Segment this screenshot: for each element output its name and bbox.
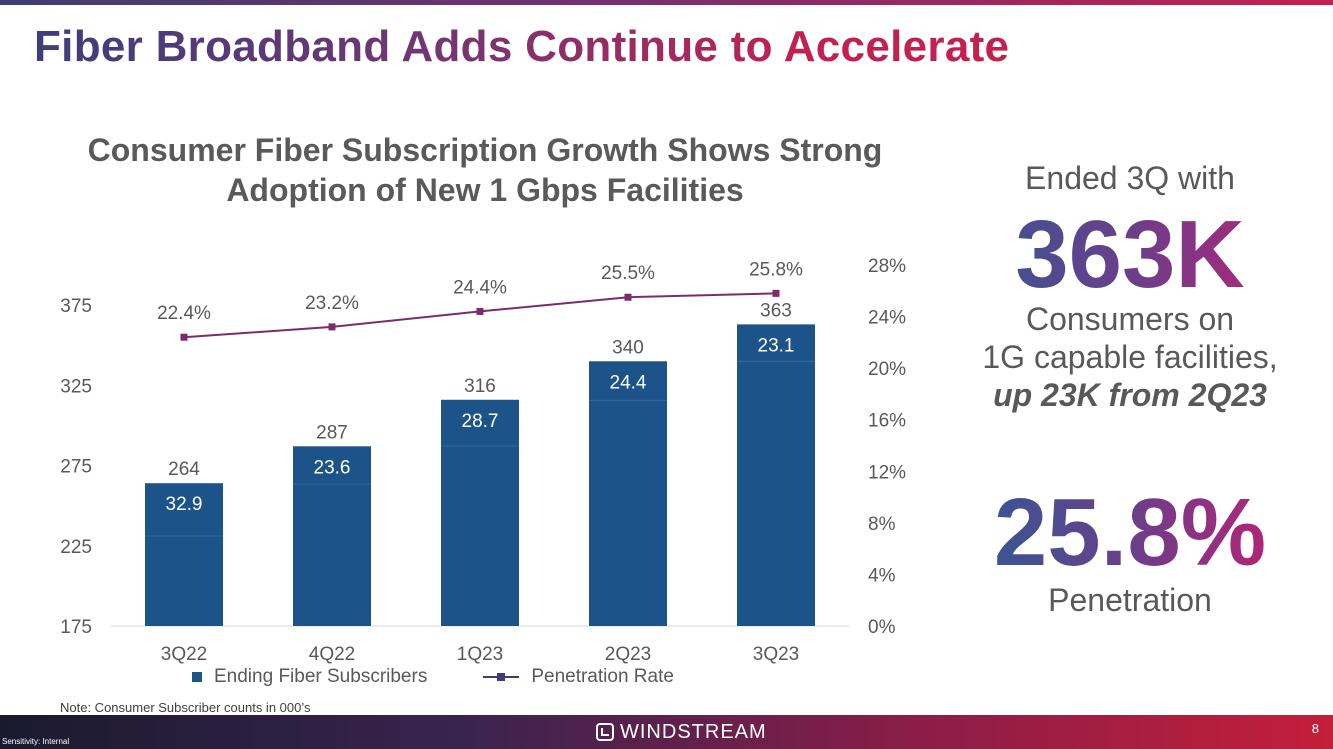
y-right-tick-label: 12% [868, 462, 906, 483]
penetration-label: Penetration [1048, 582, 1212, 618]
footer-bar [0, 715, 1333, 749]
top-accent-bar [0, 0, 1333, 5]
y-right-tick-label: 28% [868, 256, 906, 277]
bar-adds-label: 24.4 [610, 372, 647, 393]
bar-adds-label: 23.6 [314, 457, 351, 478]
y-left-tick-label: 275 [60, 457, 92, 478]
chart-note: Note: Consumer Subscriber counts in 000’… [60, 700, 311, 715]
bar-adds-label: 32.9 [166, 494, 203, 515]
penetration-label: 22.4% [157, 303, 211, 324]
chart-title-line1: Consumer Fiber Subscription Growth Shows… [87, 132, 883, 168]
y-left-tick-label: 325 [60, 376, 92, 397]
page-number: 8 [1311, 721, 1319, 736]
penetration-label: 23.2% [305, 293, 359, 314]
penetration-point [624, 293, 632, 301]
legend-bar-swatch [192, 672, 202, 682]
bar-adds-segment [589, 361, 667, 401]
chart-title-line2: Adoption of New 1 Gbps Facilities [226, 172, 744, 208]
bar-base-segment [145, 535, 223, 626]
chart-title: Consumer Fiber Subscription Growth Shows… [40, 130, 930, 210]
chart-legend: Ending Fiber Subscribers Penetration Rat… [192, 666, 674, 688]
y-left-tick-label: 175 [60, 617, 92, 638]
consumers-line3: up 23K from 2Q23 [993, 377, 1267, 413]
x-tick-label: 3Q22 [161, 644, 207, 665]
y-right-tick-label: 24% [868, 308, 906, 329]
subscriber-total: 363K [940, 200, 1320, 310]
penetration-label: 25.5% [601, 263, 655, 284]
consumers-line2: 1G capable facilities, [982, 339, 1278, 375]
legend-bar-label: Ending Fiber Subscribers [214, 666, 428, 687]
y-right-tick-label: 4% [868, 565, 896, 586]
consumers-line1: Consumers on [1025, 301, 1235, 337]
bar-total-label: 340 [612, 337, 644, 358]
bar-total-label: 264 [168, 459, 200, 480]
y-right-tick-label: 8% [868, 514, 896, 535]
penetration-line [183, 292, 777, 339]
penetration-point [328, 323, 336, 331]
bar-base-segment [737, 361, 815, 626]
y-right-tick-label: 20% [868, 359, 906, 380]
bar-adds-segment [737, 324, 815, 362]
penetration-label: 25.8% [749, 259, 803, 280]
x-tick-label: 1Q23 [457, 644, 503, 665]
y-right-tick-label: 0% [868, 617, 896, 638]
legend-line-label: Penetration Rate [531, 666, 674, 687]
penetration-point [476, 307, 484, 315]
y-left-tick-label: 225 [60, 537, 92, 558]
x-tick-label: 3Q23 [753, 644, 799, 665]
windstream-logo-icon [596, 723, 614, 741]
bar-base-segment [589, 400, 667, 626]
page-title: Fiber Broadband Adds Continue to Acceler… [34, 22, 1010, 71]
penetration-value: 25.8% [960, 478, 1300, 588]
bar-total-label: 363 [760, 300, 792, 321]
bar-adds-segment [293, 446, 371, 485]
bar-base-segment [441, 445, 519, 626]
penetration-point [180, 333, 188, 341]
bar-adds-label: 28.7 [462, 411, 499, 432]
bar-adds-segment [441, 399, 519, 446]
x-tick-label: 2Q23 [605, 644, 651, 665]
logo-text: WINDSTREAM [620, 720, 767, 743]
bar-total-label: 287 [316, 422, 348, 443]
bar-adds-label: 23.1 [758, 335, 795, 356]
y-right-tick-label: 16% [868, 411, 906, 432]
bar-total-label: 316 [464, 376, 496, 397]
ended-line: Ended 3Q with [1025, 160, 1235, 196]
y-left-tick-label: 375 [60, 296, 92, 317]
bar-adds-segment [145, 483, 223, 536]
bar-base-segment [293, 484, 371, 626]
x-tick-label: 4Q22 [309, 644, 355, 665]
legend-line-swatch [483, 672, 520, 682]
consumers-text: Consumers on 1G capable facilities, up 2… [940, 300, 1320, 414]
penetration-point [772, 289, 780, 297]
penetration-label: 24.4% [453, 277, 507, 298]
windstream-logo: WINDSTREAM [596, 720, 767, 744]
sensitivity-label: Sensitivity: Internal [2, 737, 70, 746]
